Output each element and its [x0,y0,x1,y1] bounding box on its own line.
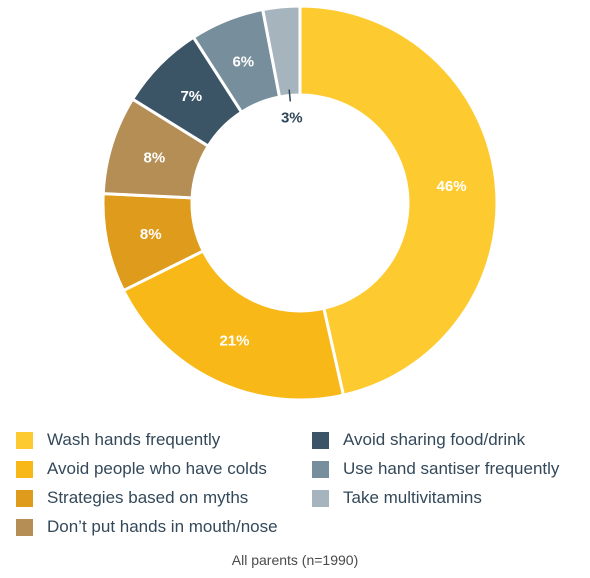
legend-label: Avoid people who have colds [47,459,267,478]
legend-item-sharing-food: Avoid sharing food/drink [312,428,525,452]
legend-swatch [16,489,33,507]
slice-avoid-people [121,248,346,402]
legend-item-avoid-people: Avoid people who have colds [16,457,267,481]
slices-group [101,4,499,402]
slice-label-myths: 8% [140,226,162,243]
legend-label: Wash hands frequently [47,430,221,449]
slice-label-avoid-people: 21% [219,333,249,350]
slice-label-hands-mouth: 8% [144,150,166,167]
legend-swatch [16,518,33,536]
slice-label-sharing-food: 7% [180,88,202,105]
legend-label: Don’t put hands in mouth/nose [47,517,278,536]
donut-chart: 46% 21% 8% 8% 7% 6% 3% [101,4,499,402]
legend-swatch [312,489,329,507]
legend-item-myths: Strategies based on myths [16,486,248,510]
legend-swatch [16,460,33,478]
chart-caption: All parents (n=1990) [231,552,359,568]
legend-label: Avoid sharing food/drink [343,430,526,449]
legend-label: Use hand santiser frequently [343,459,560,478]
slice-label-multivitamins: 3% [281,109,303,126]
slice-multivitamins [260,4,302,99]
slice-label-sanitiser: 6% [232,53,254,70]
legend-swatch [16,431,33,449]
legend-item-sanitiser: Use hand santiser frequently [312,457,559,481]
legend-swatch [312,431,329,449]
slice-wash-hands [298,4,499,397]
labels-group: 46% 21% 8% 8% 7% 6% 3% [140,53,467,349]
legend-item-wash-hands: Wash hands frequently [16,428,220,452]
legend-item-multivitamins: Take multivitamins [312,486,482,510]
legend-item-hands-mouth: Don’t put hands in mouth/nose [16,515,278,539]
legend-label: Take multivitamins [343,488,482,507]
legend-label: Strategies based on myths [47,488,249,507]
leader-line [288,89,292,102]
slice-label-wash-hands: 46% [437,178,467,195]
legend-swatch [312,460,329,478]
